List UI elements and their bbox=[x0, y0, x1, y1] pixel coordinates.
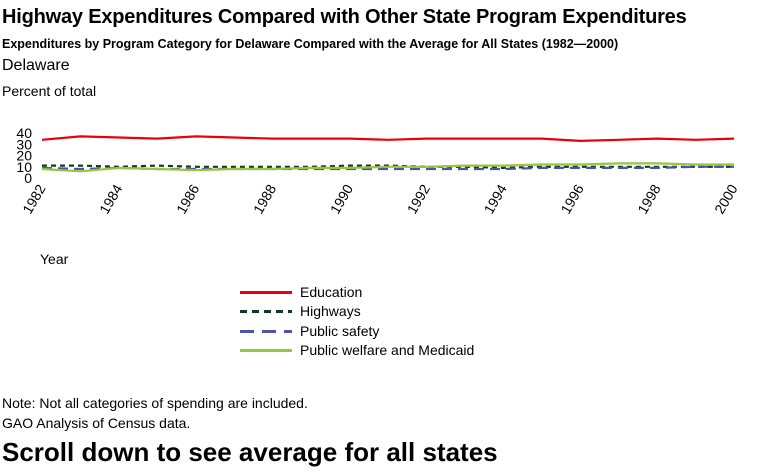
legend-label: Highways bbox=[300, 303, 361, 320]
legend-label: Public safety bbox=[300, 322, 380, 339]
x-tick-label: 1982 bbox=[19, 181, 49, 216]
chart-subtitle: Expenditures by Program Category for Del… bbox=[2, 37, 619, 51]
y-tick-label: 20 bbox=[16, 148, 32, 164]
chart-source: GAO Analysis of Census data. bbox=[2, 415, 191, 431]
legend-swatch bbox=[240, 291, 292, 294]
legend-label: Public welfare and Medicaid bbox=[300, 341, 475, 358]
scroll-hint: Scroll down to see average for all state… bbox=[2, 437, 498, 467]
legend-swatch bbox=[240, 348, 292, 352]
x-tick-label: 1996 bbox=[557, 181, 587, 216]
y-tick-label: 10 bbox=[16, 159, 32, 175]
x-tick-label: 1988 bbox=[250, 181, 280, 216]
legend-swatch bbox=[240, 329, 292, 333]
x-tick-label: 1994 bbox=[480, 181, 510, 216]
chart-note: Note: Not all categories of spending are… bbox=[2, 395, 308, 411]
x-axis-label: Year bbox=[40, 251, 69, 267]
legend-label: Education bbox=[300, 284, 363, 300]
legend-swatch bbox=[240, 310, 292, 314]
x-tick-label: 1990 bbox=[327, 181, 357, 216]
series-line-education bbox=[41, 135, 735, 142]
chart-title: Highway Expenditures Compared with Other… bbox=[2, 6, 687, 28]
series-line-public-welfare-and-medicaid bbox=[41, 162, 734, 173]
x-tick-label: 1992 bbox=[404, 181, 434, 216]
x-tick-label: 1986 bbox=[173, 181, 203, 216]
y-axis-label: Percent of total bbox=[2, 83, 97, 99]
x-tick-label: 2000 bbox=[711, 181, 741, 216]
x-tick-label: 1984 bbox=[96, 181, 126, 216]
y-tick-label: 40 bbox=[16, 125, 32, 141]
y-tick-label: 0 bbox=[24, 170, 32, 186]
y-tick-label: 30 bbox=[16, 136, 32, 152]
x-tick-label: 1998 bbox=[634, 181, 664, 216]
state-name: Delaware bbox=[2, 57, 70, 74]
